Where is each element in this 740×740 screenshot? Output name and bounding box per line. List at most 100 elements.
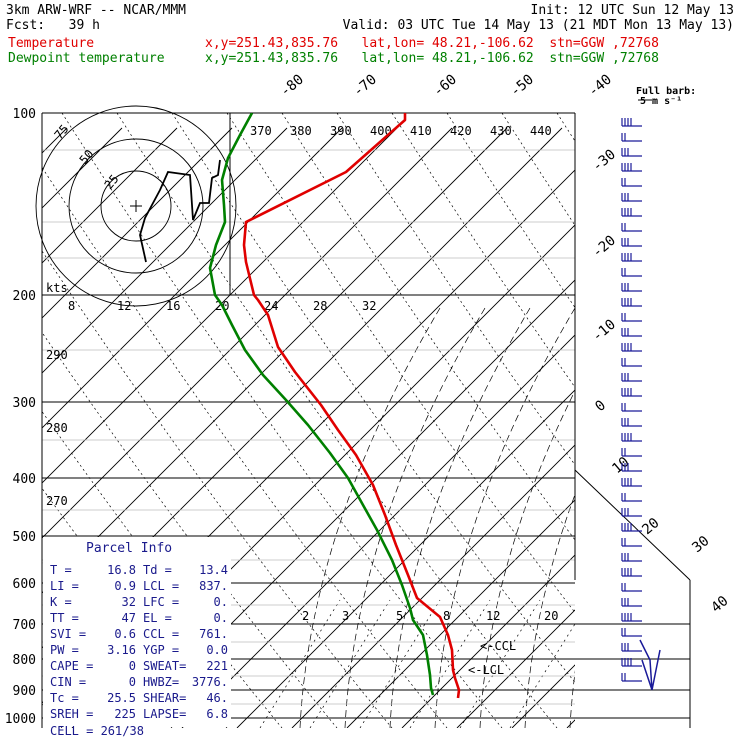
wind-barb bbox=[621, 448, 642, 457]
isotherm-label: -10 bbox=[589, 317, 619, 346]
theta-label: 410 bbox=[410, 124, 432, 138]
parcel-param-name: T = bbox=[50, 563, 72, 577]
dry-adiabat-line bbox=[281, 113, 575, 541]
parcel-param-name: SWEAT= bbox=[143, 659, 186, 673]
dry-adiabat-line bbox=[667, 113, 740, 728]
wind-barb bbox=[621, 478, 642, 487]
hodograph-ring-label: 25 bbox=[102, 172, 122, 192]
pressure-label: 600 bbox=[13, 577, 36, 592]
parcel-param-value: 16.8 bbox=[107, 563, 136, 577]
isotherm-line bbox=[622, 128, 740, 728]
isotherm-line bbox=[42, 127, 453, 539]
wind-barb bbox=[621, 208, 642, 217]
isotherm-line bbox=[511, 664, 575, 728]
wind-barb bbox=[621, 373, 642, 382]
wind-barb bbox=[621, 673, 642, 682]
theta-label: 280 bbox=[46, 421, 68, 435]
hodograph-ring bbox=[100, 170, 172, 242]
parcel-param-value: 32 bbox=[122, 595, 136, 609]
wind-barb bbox=[621, 493, 642, 502]
moist-adiabat-line bbox=[479, 390, 575, 728]
parcel-param-value: 3.16 bbox=[107, 643, 136, 657]
isotherm-label: -50 bbox=[507, 72, 537, 101]
isotherm-label: -20 bbox=[589, 233, 619, 262]
dewpoint-trace bbox=[208, 113, 435, 696]
pressure-label: 1000 bbox=[5, 712, 36, 727]
isotherm-label: 40 bbox=[708, 593, 731, 616]
mixing-ratio-line bbox=[409, 599, 491, 728]
hodograph-trace bbox=[139, 159, 221, 263]
wind-barb bbox=[621, 508, 642, 517]
isotherm-label: -40 bbox=[585, 72, 615, 101]
parcel-param-value: 0 bbox=[129, 659, 136, 673]
dry-adiabat-line bbox=[556, 113, 575, 142]
isotherm-label: 0 bbox=[592, 397, 609, 415]
moist-adiabat-line bbox=[615, 308, 740, 728]
parcel-param-value: 13.4 bbox=[199, 563, 228, 577]
pressure-label: 100 bbox=[13, 107, 36, 122]
mixing-ratio-label: 5 bbox=[396, 609, 403, 623]
theta-label: 370 bbox=[250, 124, 272, 138]
isotherm-label: -30 bbox=[589, 147, 619, 176]
wind-barb bbox=[621, 598, 642, 607]
wind-barb bbox=[621, 148, 642, 157]
speed-tick-label: 12 bbox=[117, 299, 131, 313]
moist-adiabat-line bbox=[569, 670, 575, 728]
parcel-param-name: TT = bbox=[50, 611, 79, 625]
dry-adiabat-line bbox=[42, 331, 338, 728]
wind-barb bbox=[621, 328, 642, 337]
wind-barb bbox=[621, 133, 642, 142]
moist-adiabat-line bbox=[389, 307, 531, 728]
isotherm-line bbox=[42, 127, 288, 374]
valid-time: Valid: 03 UTC Tue 14 May 13 (21 MDT Mon … bbox=[342, 18, 734, 33]
parcel-param-name: Tc = bbox=[50, 691, 79, 705]
lcl-marker: <-LCL bbox=[468, 663, 504, 677]
wind-barb bbox=[621, 193, 642, 202]
dry-adiabat-line bbox=[42, 166, 448, 728]
pressure-label: 900 bbox=[13, 684, 36, 699]
wind-barb bbox=[621, 178, 642, 187]
parcel-param-name: PW = bbox=[50, 643, 79, 657]
parcel-info-title: Parcel Info bbox=[86, 541, 172, 556]
parcel-param-value: 0.9 bbox=[114, 579, 136, 593]
parcel-param-name: LFC = bbox=[143, 595, 179, 609]
theta-label: 440 bbox=[530, 124, 552, 138]
wind-barb bbox=[621, 298, 642, 307]
hodograph-ring bbox=[35, 105, 237, 307]
wind-barb bbox=[621, 583, 642, 592]
wind-barb bbox=[621, 388, 642, 397]
barb-legend-title: Full barb: bbox=[636, 86, 696, 97]
wind-barb bbox=[621, 403, 642, 412]
wind-barb bbox=[621, 433, 642, 442]
moist-adiabat-line bbox=[299, 307, 441, 728]
speed-tick-label: 16 bbox=[166, 299, 180, 313]
wind-barb bbox=[621, 523, 642, 532]
theta-label: 380 bbox=[290, 124, 312, 138]
pressure-label: 800 bbox=[13, 653, 36, 668]
hodograph-units-label: kts bbox=[46, 281, 68, 295]
init-time: Init: 12 UTC Sun 12 May 13 bbox=[530, 3, 735, 18]
wind-barb bbox=[621, 253, 642, 262]
moist-adiabat-line bbox=[344, 307, 486, 728]
barb-panel-edge bbox=[574, 469, 691, 581]
isotherm-line bbox=[42, 127, 178, 264]
wind-barb bbox=[621, 268, 642, 277]
parcel-param-name: CCL = bbox=[143, 627, 179, 641]
parcel-param-name: SHEAR= bbox=[143, 691, 186, 705]
parcel-param-name: YGP = bbox=[143, 643, 179, 657]
mixing-ratio-label: 2 bbox=[302, 609, 309, 623]
mixing-ratio-line bbox=[509, 623, 575, 728]
wind-barb bbox=[621, 313, 642, 322]
isotherm-line bbox=[236, 389, 575, 728]
wind-barb bbox=[621, 118, 642, 127]
parcel-param-value: 0. bbox=[214, 595, 228, 609]
pressure-label: 700 bbox=[13, 618, 36, 633]
parcel-param-value: 25.5 bbox=[107, 691, 136, 705]
temperature-legend-label: Temperature bbox=[8, 36, 95, 51]
dry-adiabat-line bbox=[391, 113, 575, 388]
moist-adiabat-line bbox=[524, 493, 575, 728]
parcel-param-name: SVI = bbox=[50, 627, 86, 641]
pressure-label: 400 bbox=[13, 472, 36, 487]
isotherm-line bbox=[42, 127, 343, 429]
dry-adiabat-line bbox=[61, 113, 503, 728]
